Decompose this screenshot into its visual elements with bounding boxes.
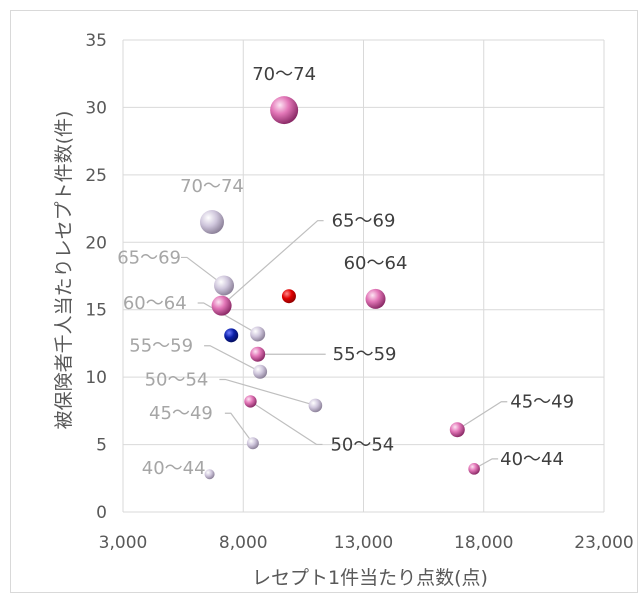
lavender-data-label: 70〜74 [180, 176, 244, 197]
y-tick-label: 35 [85, 31, 107, 51]
bubbles [199, 96, 480, 480]
lavender-data-label: 50〜54 [145, 369, 209, 390]
x-axis-title: レセプト1件当たり点数(点) [252, 567, 488, 589]
lavender-bubble [250, 326, 266, 342]
pink-data-label: 65〜69 [332, 211, 396, 232]
x-axis-ticks: 3,000 8,000 13,000 18,000 23,000 [99, 533, 634, 553]
leader-line [181, 256, 225, 286]
pink-data-label: 40〜44 [500, 449, 564, 470]
pink-bubble [270, 96, 299, 125]
lavender-data-label: 55〜59 [129, 336, 193, 357]
x-tick-label: 23,000 [574, 533, 633, 553]
y-tick-label: 15 [85, 301, 107, 321]
leader-line [197, 302, 258, 335]
lavender-bubble [214, 275, 235, 296]
lavender-data-label: 60〜64 [123, 293, 187, 314]
lavender-bubble [253, 364, 268, 379]
leader-line [473, 458, 499, 470]
x-tick-label: 18,000 [454, 533, 513, 553]
x-tick-label: 8,000 [219, 533, 268, 553]
pink-data-label: 70〜74 [252, 64, 316, 85]
pink-bubble [211, 295, 232, 316]
y-tick-label: 25 [85, 166, 107, 186]
gridlines [122, 39, 605, 513]
lavender-data-label: 65〜69 [117, 247, 181, 268]
lavender-bubble [199, 210, 224, 235]
y-tick-label: 20 [85, 233, 107, 253]
y-tick-label: 0 [96, 503, 107, 523]
pink-data-label: 60〜64 [344, 253, 408, 274]
pink-bubble [449, 422, 465, 438]
leader-line [221, 220, 324, 307]
lavender-data-label: 40〜44 [142, 458, 206, 479]
lavender-bubble [246, 437, 259, 450]
y-tick-label: 10 [85, 368, 107, 388]
leader-line [204, 345, 261, 373]
pink-data-label: 55〜59 [333, 344, 397, 365]
leader-lines [181, 220, 508, 470]
y-tick-label: 5 [96, 436, 107, 456]
lavender-data-label: 45〜49 [149, 403, 213, 424]
red-bubble [281, 289, 296, 304]
pink-bubble [250, 346, 266, 362]
leader-line [224, 412, 254, 444]
y-axis-ticks: 0 5 10 15 20 25 30 35 [85, 31, 107, 523]
x-tick-label: 13,000 [334, 533, 393, 553]
lavender-bubble [308, 398, 323, 413]
blue-bubble [224, 328, 239, 343]
pink-data-label: 45〜49 [510, 392, 574, 413]
lavender-bubble [204, 469, 215, 480]
leader-line [456, 401, 508, 431]
leader-line [219, 378, 316, 407]
data-labels: 70〜74 65〜69 60〜64 55〜59 50〜54 45〜49 40〜44 70〜74… [117, 64, 574, 479]
pink-bubble [468, 463, 480, 475]
leader-line [250, 400, 323, 446]
pink-data-label: 50〜54 [330, 434, 394, 455]
pink-bubble [365, 288, 386, 309]
x-tick-label: 3,000 [99, 533, 148, 553]
y-axis-title: 被保険者千人当たりレセプト件数(件) [53, 111, 75, 430]
pink-bubble [244, 395, 257, 408]
y-tick-label: 30 [85, 98, 107, 118]
